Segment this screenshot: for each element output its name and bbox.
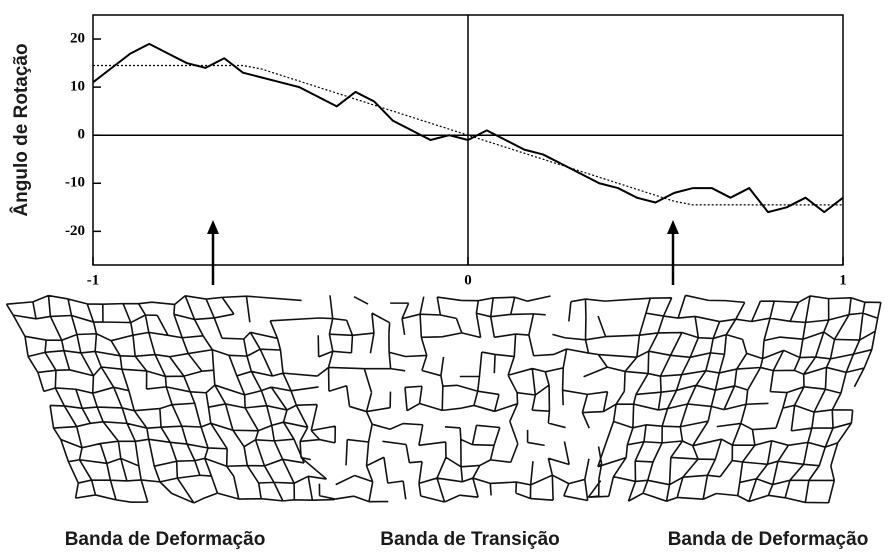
data-line — [93, 64, 843, 206]
y-axis-label: Ângulo de Rotação — [10, 43, 32, 216]
grain-boundaries — [5, 294, 882, 504]
arrows — [207, 220, 679, 285]
arrow-head — [667, 220, 679, 234]
y-tick-label: 10 — [70, 79, 85, 95]
x-tick-label: -1 — [87, 272, 100, 288]
y-tick-label: 0 — [78, 127, 86, 143]
x-tick-label: 0 — [464, 272, 472, 288]
data-line — [92, 42, 844, 214]
y-tick-label: -20 — [65, 223, 85, 239]
y-tick-label: 20 — [70, 30, 85, 46]
x-tick-label: 1 — [839, 272, 847, 288]
region-label: Banda de Deformação — [668, 529, 869, 550]
region-label: Banda de Deformação — [65, 529, 266, 550]
microstructure — [5, 294, 882, 504]
region-label: Banda de Transição — [380, 529, 560, 550]
y-tick-label: -10 — [65, 175, 85, 191]
arrow-head — [207, 220, 219, 234]
